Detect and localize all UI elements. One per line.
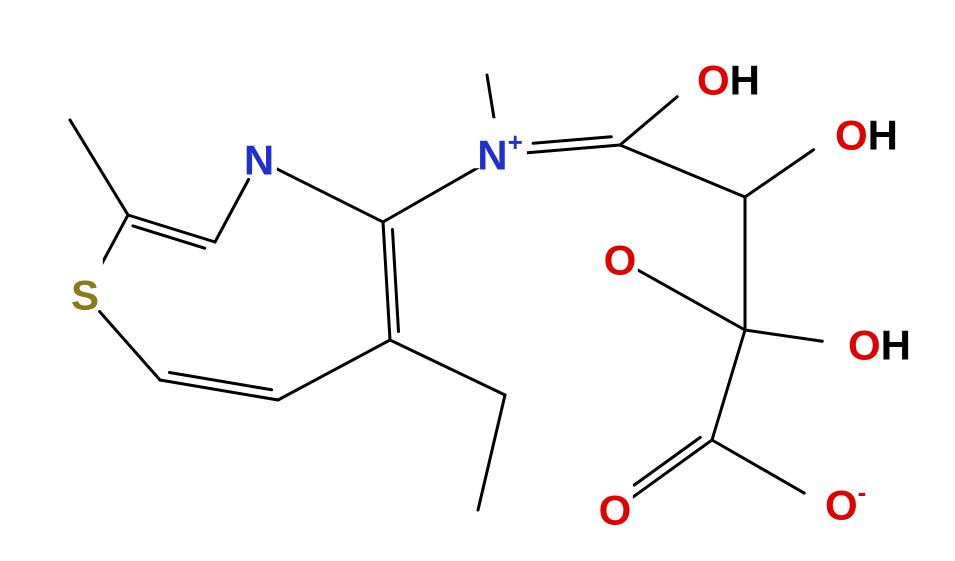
atom-OHa: OH (693, 43, 760, 103)
atom-OHc: OH (844, 308, 911, 368)
atom-N1: N (241, 123, 277, 183)
svg-text:O: O (604, 237, 637, 284)
atom-O1: O (602, 223, 638, 283)
bond-C6-C7 (383, 222, 399, 340)
svg-text:OH: OH (848, 322, 911, 369)
bond-Np-C11 (526, 137, 620, 153)
svg-text:OH: OH (697, 57, 760, 104)
bond-C14-Od (633, 437, 712, 497)
chemical-structure-diagram: S N N+ O OH OH OH O O- (0, 0, 955, 561)
bond-C1-C3 (128, 215, 215, 248)
bond-C9-C10 (478, 395, 505, 510)
bond-C7-Np (383, 167, 479, 222)
bond-C4-C5 (160, 372, 278, 400)
bond-C14-Om (712, 440, 804, 493)
bond-C12-OHb (745, 150, 814, 197)
bond-C13-C14 (712, 330, 745, 440)
bond-C13-OHc (745, 330, 822, 341)
bond-layer (70, 75, 822, 510)
bond-C3-N1 (215, 179, 249, 242)
svg-text:N: N (244, 137, 274, 184)
bond-C11-C12 (620, 145, 745, 197)
svg-text:N+: N+ (477, 127, 523, 179)
svg-text:O-: O- (825, 477, 866, 529)
atom-Od: O (597, 473, 633, 533)
bond-C13-O1 (637, 270, 745, 330)
svg-text:OH: OH (835, 112, 898, 159)
atom-Om: O- (821, 468, 875, 528)
svg-text:S: S (71, 272, 99, 319)
bond-C6-C9 (390, 340, 505, 395)
bond-N1-C7 (277, 169, 383, 222)
atom-OHb: OH (831, 98, 898, 158)
bond-C5-C6 (278, 340, 390, 400)
atom-Np: N+ (473, 118, 527, 178)
atom-S: S (67, 258, 103, 318)
bond-C11-OHa (620, 97, 677, 145)
bond-S-C4 (100, 311, 160, 380)
svg-text:O: O (599, 487, 632, 534)
bond-C2-C1 (70, 120, 128, 215)
